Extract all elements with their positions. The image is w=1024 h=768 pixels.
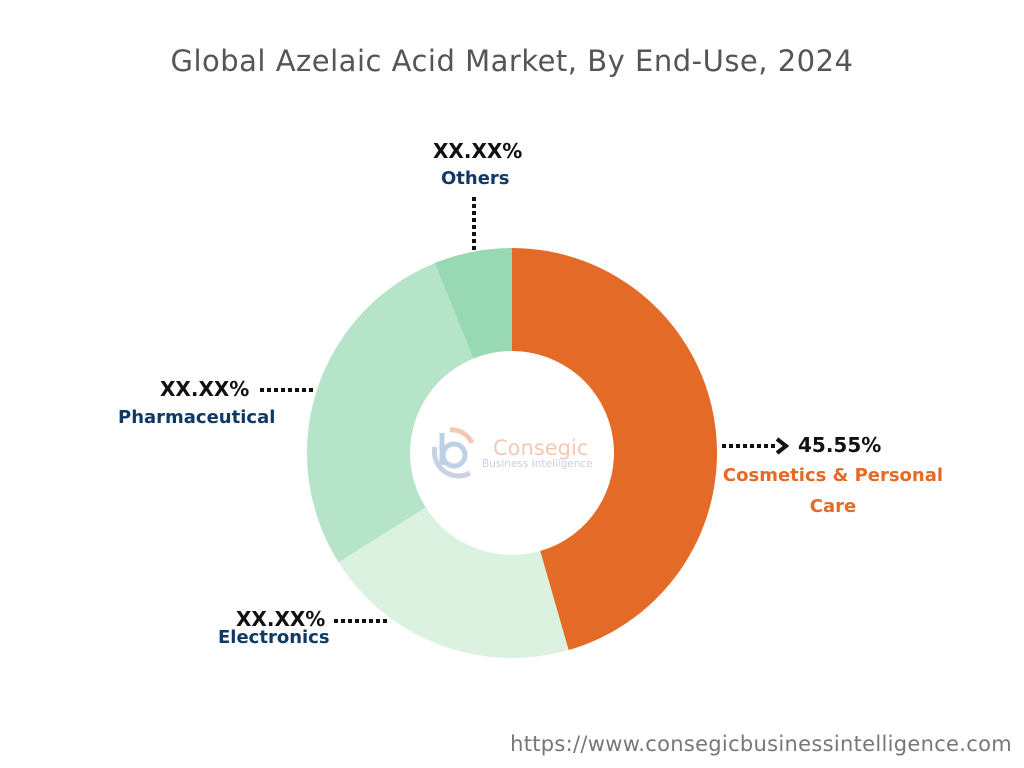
consegic-logo-icon bbox=[432, 427, 475, 479]
watermark-name: Consegic bbox=[493, 436, 589, 460]
category-label-electronics: Electronics bbox=[218, 627, 330, 648]
category-label-others: Others bbox=[441, 168, 510, 189]
donut-slice-pharmaceutical bbox=[307, 263, 474, 563]
data-label-others: XX.XX% bbox=[433, 139, 523, 163]
donut-slice-cosmetics-personal-care bbox=[512, 248, 718, 651]
source-url[interactable]: https://www.consegicbusinessintelligence… bbox=[510, 732, 1012, 756]
watermark-sub: Business Intelligence bbox=[482, 458, 593, 470]
category-label-pharmaceutical: Pharmaceutical bbox=[118, 407, 276, 428]
data-label-electronics: XX.XX% bbox=[236, 607, 326, 631]
data-label-cosmetics: 45.55% bbox=[798, 433, 882, 457]
chart-title: Global Azelaic Acid Market, By End-Use, … bbox=[170, 44, 854, 78]
category-label-cosmetics: Cosmetics & Personal Care bbox=[722, 465, 944, 517]
data-label-pharmaceutical: XX.XX% bbox=[160, 377, 250, 401]
arrow-head-cosmetics bbox=[775, 437, 790, 455]
donut-slice-electronics bbox=[338, 507, 569, 658]
donut-slice-others bbox=[434, 248, 512, 359]
